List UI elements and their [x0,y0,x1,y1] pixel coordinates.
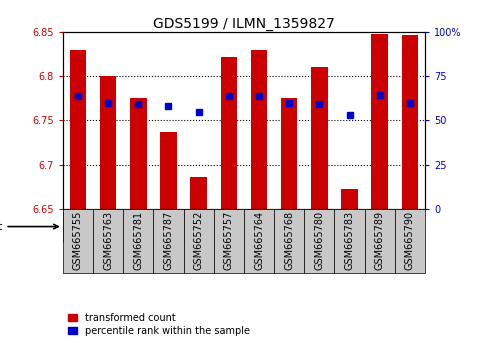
Text: GSM665783: GSM665783 [344,211,355,270]
Text: GSM665764: GSM665764 [254,211,264,270]
Text: GSM665768: GSM665768 [284,211,294,270]
Bar [100,76,116,209]
FancyBboxPatch shape [274,209,304,273]
Text: GSM665755: GSM665755 [73,211,83,270]
Bar [160,132,177,209]
Text: GSM665790: GSM665790 [405,211,415,270]
Text: agent: agent [0,222,58,232]
Text: GSM665752: GSM665752 [194,211,204,270]
Bar [251,50,267,209]
FancyBboxPatch shape [63,211,184,242]
Bar [281,98,298,209]
Text: control: control [104,222,142,232]
FancyBboxPatch shape [244,209,274,273]
Legend: transformed count, percentile rank within the sample: transformed count, percentile rank withi… [68,313,250,336]
Bar [371,34,388,209]
Text: silica: silica [290,222,318,232]
Title: GDS5199 / ILMN_1359827: GDS5199 / ILMN_1359827 [153,17,335,31]
Bar [190,177,207,209]
FancyBboxPatch shape [395,209,425,273]
Text: GSM665757: GSM665757 [224,211,234,270]
Bar [221,57,237,209]
Bar [402,34,418,209]
FancyBboxPatch shape [184,209,213,273]
Text: GSM665780: GSM665780 [314,211,325,270]
FancyBboxPatch shape [334,209,365,273]
FancyBboxPatch shape [213,209,244,273]
FancyBboxPatch shape [93,209,123,273]
FancyBboxPatch shape [304,209,334,273]
FancyBboxPatch shape [365,209,395,273]
Text: GSM665781: GSM665781 [133,211,143,270]
Text: GSM665763: GSM665763 [103,211,113,270]
Bar [341,189,358,209]
FancyBboxPatch shape [154,209,184,273]
Bar [130,98,146,209]
FancyBboxPatch shape [63,209,93,273]
Text: GSM665787: GSM665787 [163,211,173,270]
Bar [311,67,327,209]
Text: GSM665789: GSM665789 [375,211,385,270]
FancyBboxPatch shape [123,209,154,273]
FancyBboxPatch shape [184,211,425,242]
Bar [70,50,86,209]
